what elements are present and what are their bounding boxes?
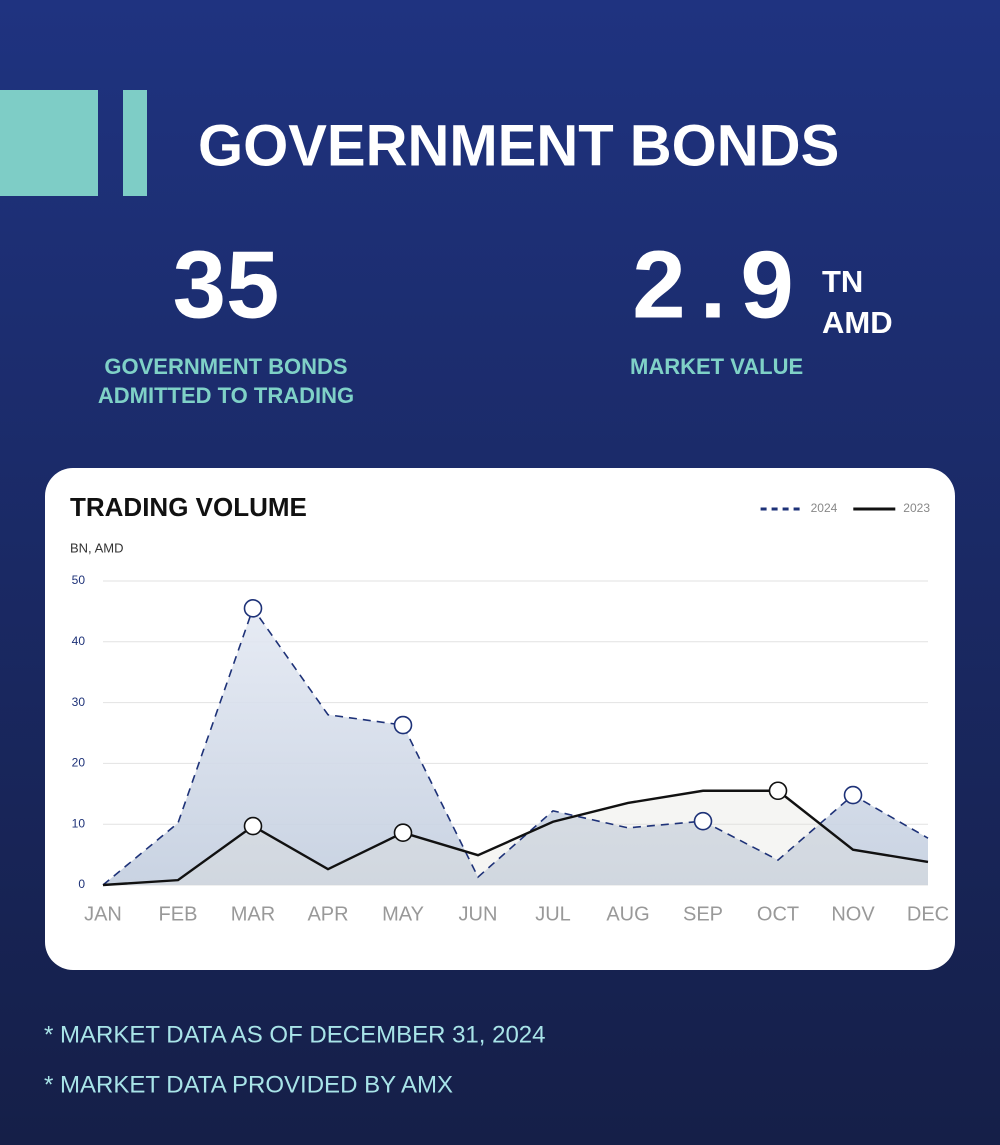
accent-block [0, 90, 98, 196]
y-tick-label: 50 [72, 573, 86, 587]
x-tick-label: OCT [757, 903, 799, 925]
stat-unit: TN [822, 264, 863, 299]
plot: 0 10 20 30 40 50 JAN FEB MAR APR MAY JUN JUL AUG SEP OC… [72, 501, 949, 925]
legend-label: 2023 [903, 501, 930, 515]
stat-value: 35 [173, 231, 280, 338]
y-tick-label: 10 [72, 816, 86, 830]
series-line [102, 789, 929, 887]
point-marker [393, 715, 413, 735]
y-tick-label: 0 [78, 877, 85, 891]
x-tick-label: MAY [382, 903, 424, 925]
x-tick-label: JUL [535, 903, 571, 925]
point-marker [243, 816, 263, 836]
x-tick-label: SEP [683, 903, 723, 925]
point-marker [393, 823, 413, 843]
footnote: * MARKET DATA PROVIDED BY AMX [44, 1071, 453, 1098]
point-marker [243, 599, 263, 618]
area-fill [103, 790, 928, 885]
x-tick-label: DEC [907, 903, 949, 925]
legend-label: 2024 [811, 501, 838, 515]
series-line [102, 606, 929, 886]
stat-label: MARKET VALUE [630, 354, 803, 379]
x-tick-label: NOV [831, 903, 875, 925]
x-tick-label: MAR [231, 903, 275, 925]
footnote: * MARKET DATA AS OF DECEMBER 31, 2024 [44, 1021, 546, 1048]
title: GOVERNMENT BONDS [198, 113, 839, 178]
point-marker [693, 811, 713, 831]
chart-title: TRADING VOLUME [70, 492, 307, 522]
x-tick-label: AUG [606, 903, 649, 925]
point-marker [843, 785, 863, 805]
y-axis-label: BN, AMD [70, 540, 123, 555]
area-fill [103, 608, 928, 885]
stat-value: 2.9 [632, 231, 807, 338]
x-tick-label: APR [307, 903, 348, 925]
x-tick-label: FEB [159, 903, 198, 925]
y-tick-label: 40 [72, 634, 86, 648]
accent-bar [123, 90, 147, 196]
x-tick-label: JUN [459, 903, 498, 925]
x-tick-label: JAN [84, 903, 122, 925]
y-tick-label: 20 [72, 756, 86, 770]
point-marker [768, 781, 788, 801]
chart-card [45, 468, 955, 970]
stat-unit: AMD [822, 305, 893, 340]
y-tick-label: 30 [72, 695, 86, 709]
stat-label: ADMITTED TO TRADING [98, 383, 354, 408]
stat-label: GOVERNMENT BONDS [104, 354, 347, 379]
